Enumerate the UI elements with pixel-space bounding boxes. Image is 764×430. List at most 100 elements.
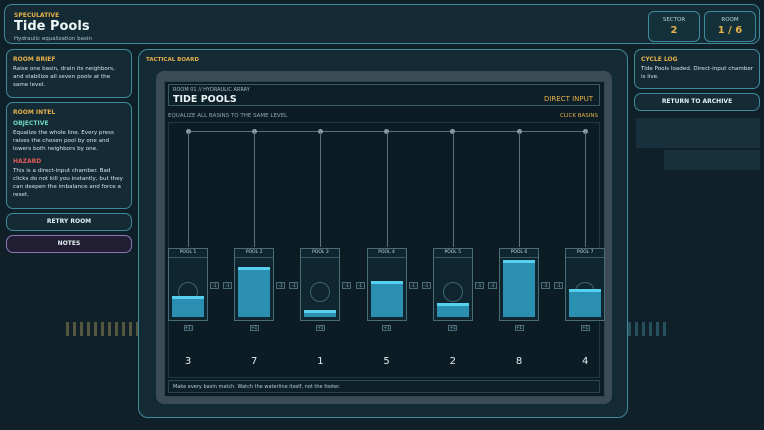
pool-valve-ring	[310, 282, 331, 302]
pool-label: POOL 5	[433, 249, 472, 258]
background-stripes-right	[628, 322, 668, 336]
pipe-riser	[585, 132, 587, 247]
background-stripes	[66, 322, 138, 336]
return-to-archive-button[interactable]: RETURN TO ARCHIVE	[634, 93, 760, 111]
pool-connector: -1	[421, 282, 431, 289]
room-brief-title: ROOM BRIEF	[13, 56, 56, 63]
pipe-node	[251, 129, 257, 134]
pool-basin[interactable]: POOL 3	[300, 248, 341, 321]
chamber-header: ROOM 01 // HYDRAULIC ARRAY TIDE POOLS DI…	[168, 84, 600, 106]
pool-label: POOL 4	[367, 249, 406, 258]
pool-basin[interactable]: POOL 6	[499, 248, 539, 321]
pool-basin[interactable]: POOL 2	[234, 248, 275, 321]
chamber-name: TIDE POOLS	[173, 94, 237, 105]
water-level	[569, 288, 602, 317]
pool-connector: -1	[276, 282, 286, 289]
room-value: 1 / 6	[717, 25, 743, 36]
pool-level-count: 3	[184, 356, 192, 367]
background-shade-lower	[664, 150, 760, 170]
tactical-board-label: TACTICAL BOARD	[146, 57, 199, 63]
cycle-log-text: Tide Pools loaded. Direct-input chamber …	[641, 66, 754, 80]
pool-level-count: 5	[383, 356, 390, 367]
room-stat: ROOM 1 / 6	[704, 11, 756, 42]
water-level	[238, 267, 271, 317]
pool-plus-tag: +1	[382, 325, 392, 331]
pool-basin[interactable]: POOL 1	[168, 248, 208, 321]
background-shade	[636, 118, 760, 148]
pool-connector: -1	[408, 282, 418, 289]
page-subtitle: Hydraulic equalization basin	[14, 36, 92, 42]
pipe-riser	[188, 132, 189, 247]
water-level	[503, 260, 535, 317]
pool-label: POOL 3	[301, 249, 340, 258]
pipe-riser	[519, 132, 520, 247]
pool-basin[interactable]: POOL 5	[432, 248, 473, 321]
pool-level-count: 2	[449, 356, 456, 367]
sector-value: 2	[670, 25, 678, 36]
pool-basin[interactable]: POOL 4	[366, 248, 407, 321]
pipe-riser	[254, 132, 256, 247]
pipe-riser	[320, 132, 322, 247]
room-brief-text: Raise one basin, drain its neighbors, an…	[13, 66, 115, 88]
pipe-node	[516, 129, 522, 134]
pool-valve-ring	[442, 282, 463, 302]
pool-level-count: 4	[582, 356, 589, 367]
pool-plus-tag: +1	[514, 325, 524, 331]
notes-button[interactable]: NOTES	[6, 235, 132, 253]
pool-field: POOL 1 +1 -1 -1 3 POOL 2 +1 -1 -1 7 POOL 3 +1 -1 -1 1 P…	[168, 122, 606, 378]
pool-connector: -1	[554, 282, 564, 289]
sector-stat: SECTOR 2	[648, 11, 700, 42]
tactical-board: TACTICAL BOARD ROOM 01 // HYDRAULIC ARRA…	[138, 49, 628, 418]
pool-plus-tag: +1	[249, 325, 259, 331]
pool-plus-tag: +1	[183, 325, 193, 331]
pool-label: POOL 2	[235, 249, 274, 258]
click-basins-hint: CLICK BASINS	[560, 113, 598, 119]
pool-level-count: 1	[317, 356, 324, 367]
pipe-node	[450, 129, 456, 134]
room-label: ROOM	[721, 17, 739, 23]
room-brief-panel: ROOM BRIEF Raise one basin, drain its ne…	[6, 49, 132, 98]
hazard-label: HAZARD	[13, 158, 42, 165]
chamber-room-line: ROOM 01 // HYDRAULIC ARRAY	[173, 87, 250, 93]
pool-label: POOL 1	[169, 249, 207, 258]
objective-label: OBJECTIVE	[13, 120, 49, 127]
pool-connector: -1	[541, 282, 550, 289]
pool-connector: -1	[289, 282, 299, 289]
pool-connector: -1	[474, 282, 484, 289]
water-level	[370, 281, 403, 317]
pool-connector: -1	[342, 282, 352, 289]
board-footer: Make every basin match. Watch the waterl…	[168, 380, 600, 393]
pool-connector: -1	[210, 282, 219, 289]
pool-basin[interactable]: POOL 7	[565, 248, 606, 321]
water-level	[436, 302, 469, 317]
pool-plus-tag: +1	[448, 325, 458, 331]
board-instruction: EQUALIZE ALL BASINS TO THE SAME LEVEL	[168, 113, 288, 119]
pipe-riser	[386, 132, 388, 247]
pipe-node	[384, 129, 390, 134]
pool-plus-tag: +1	[580, 325, 590, 331]
pipe-node	[185, 129, 191, 134]
pool-plus-tag: +1	[315, 325, 325, 331]
room-intel-panel: ROOM INTEL OBJECTIVE Equalize the whole …	[6, 102, 132, 209]
water-level	[172, 295, 204, 317]
room-intel-title: ROOM INTEL	[13, 109, 56, 116]
retry-room-button[interactable]: RETRY ROOM	[6, 213, 132, 231]
pipe-node	[582, 129, 588, 134]
cycle-log-panel: CYCLE LOG Tide Pools loaded. Direct-inpu…	[634, 49, 760, 89]
cycle-log-title: CYCLE LOG	[641, 56, 678, 63]
hazard-text: This is a direct-input chamber. Bad clic…	[13, 168, 123, 198]
header-kicker: SPECULATIVE	[14, 12, 60, 19]
top-header: SPECULATIVE Tide Pools Hydraulic equaliz…	[4, 4, 760, 44]
pipe-node	[317, 129, 323, 134]
page-title: Tide Pools	[14, 19, 90, 34]
pool-level-count: 7	[251, 356, 258, 367]
pool-connector: -1	[355, 282, 365, 289]
board-inner: ROOM 01 // HYDRAULIC ARRAY TIDE POOLS DI…	[164, 81, 606, 397]
objective-text: Equalize the whole line. Every press rai…	[13, 130, 114, 152]
pool-level-count: 8	[515, 356, 523, 367]
input-mode: DIRECT INPUT	[543, 95, 593, 103]
pipe-riser	[452, 132, 454, 247]
pool-connector: -1	[223, 282, 233, 289]
water-level	[304, 309, 337, 317]
sector-label: SECTOR	[662, 17, 686, 23]
